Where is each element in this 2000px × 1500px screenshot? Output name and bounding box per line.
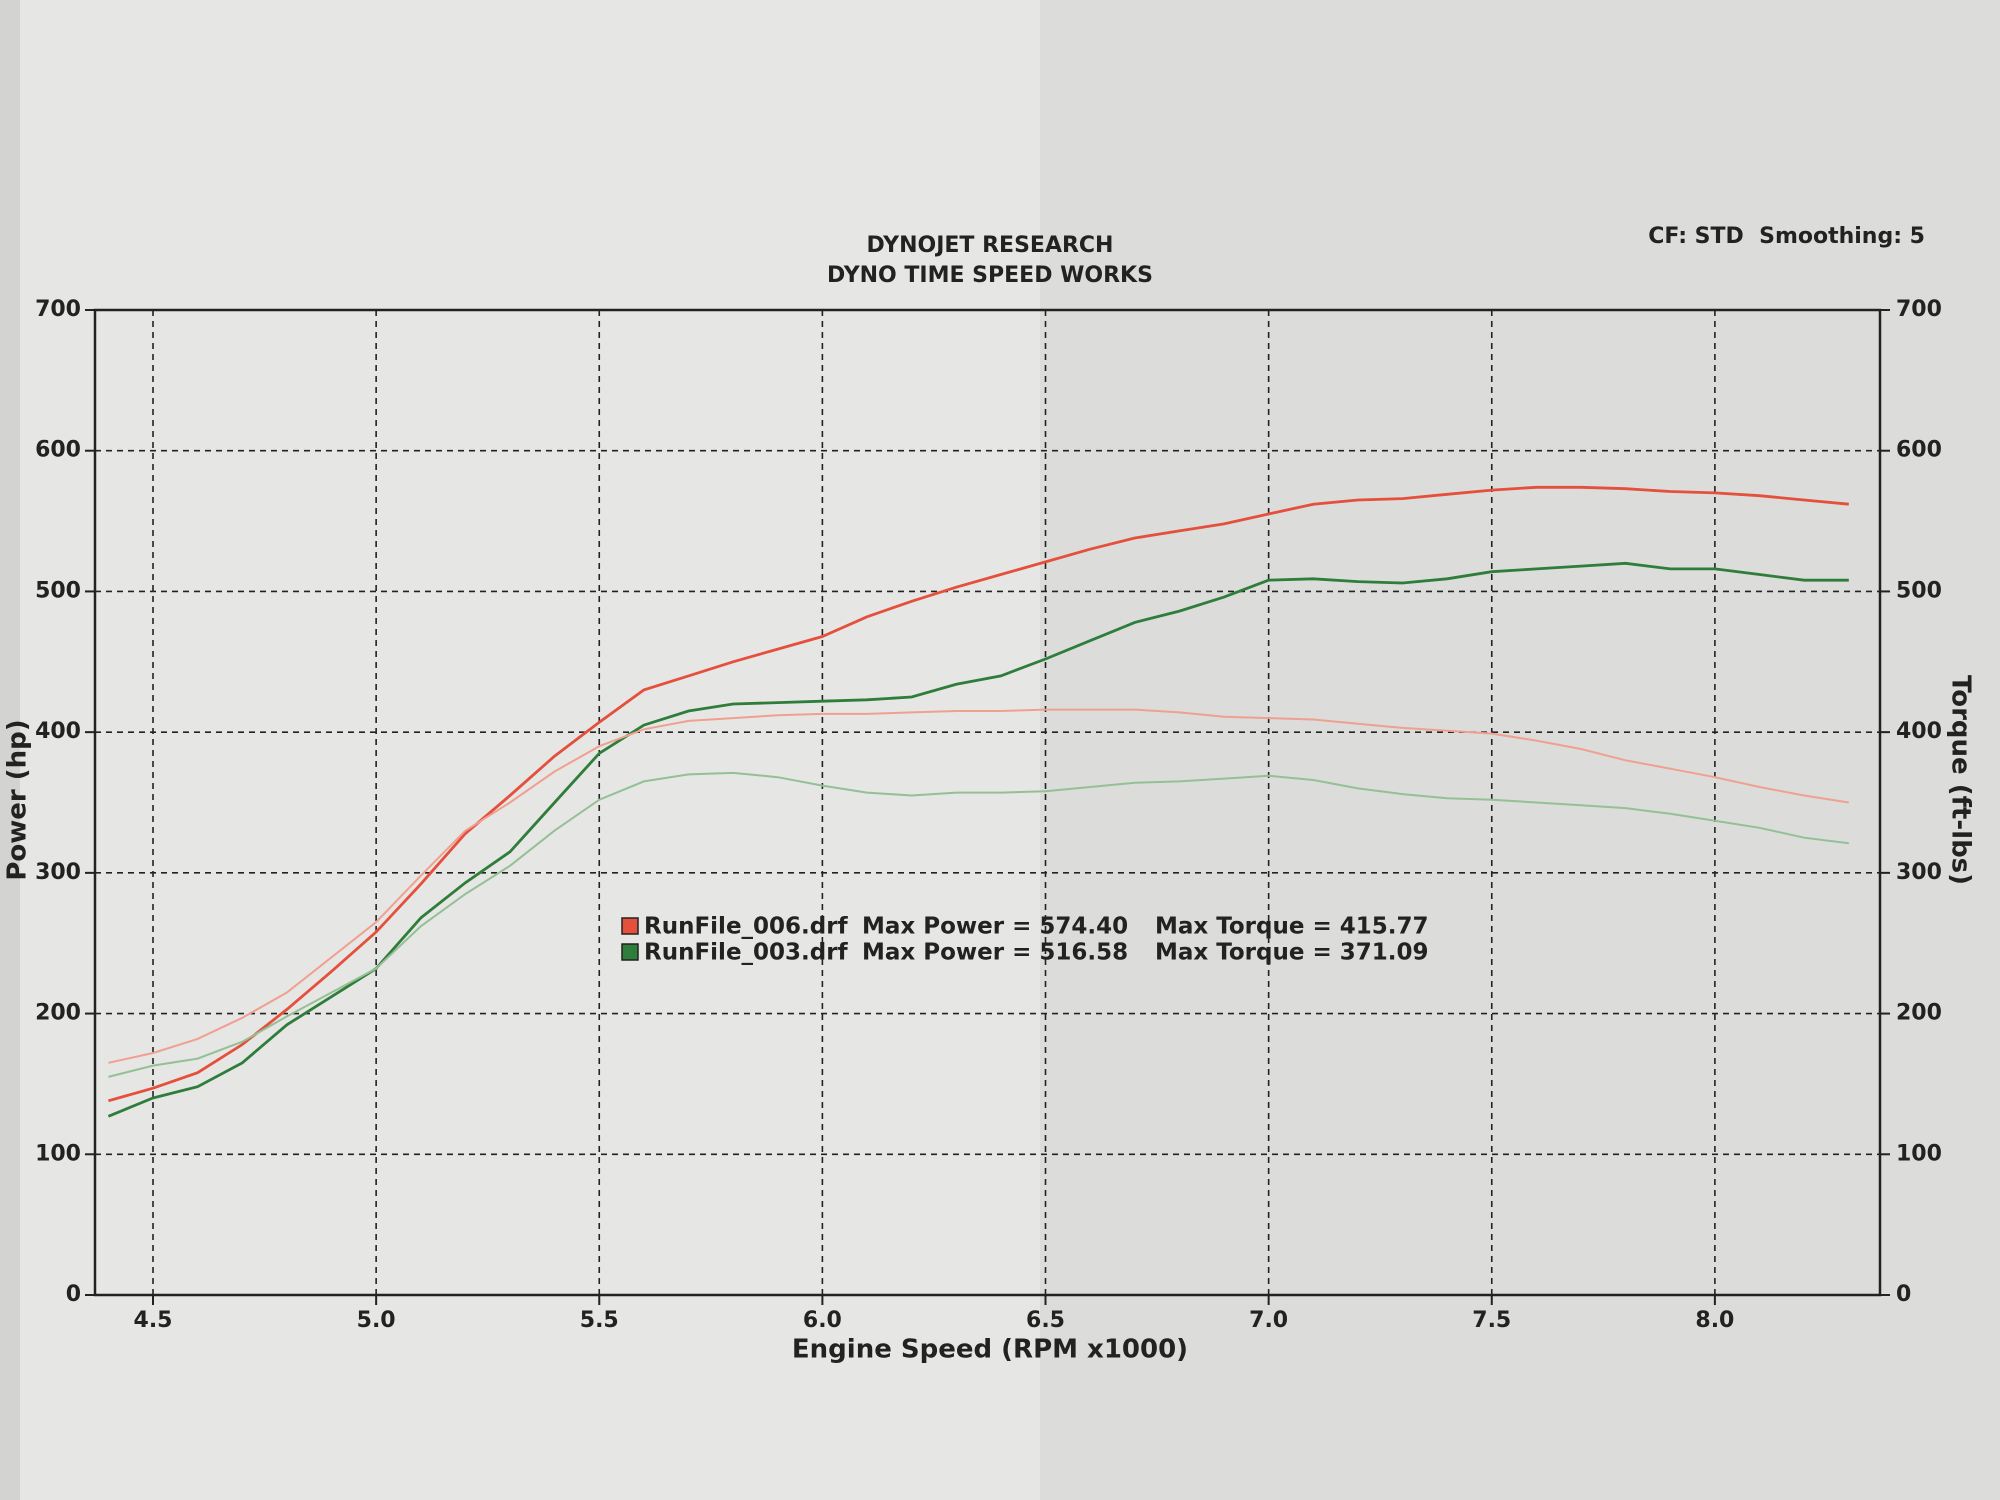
y2-tick-label: 0 (1896, 1282, 1911, 1307)
legend-swatch (621, 917, 639, 935)
x-tick-label: 7.0 (1249, 1308, 1288, 1333)
y-tick-label: 200 (35, 1001, 81, 1026)
legend-max-power: Max Power = 516.58 (862, 940, 1128, 966)
y2-tick-label: 300 (1896, 860, 1942, 885)
legend-max-power: Max Power = 574.40 (862, 914, 1128, 940)
y2-tick-label: 500 (1896, 578, 1942, 603)
series-line (108, 485, 1849, 1103)
paper-left (20, 0, 1040, 1500)
x-tick-label: 4.5 (134, 1308, 173, 1333)
y-tick-label: 700 (35, 297, 81, 322)
x-axis-title: Engine Speed (RPM x1000) (792, 1335, 1188, 1365)
y2-axis-title: Torque (ft-lbs) (1946, 675, 1976, 885)
plot-frame (93, 308, 1882, 1297)
x-tick-label: 8.0 (1695, 1308, 1734, 1333)
y-tick-label: 300 (35, 860, 81, 885)
y-tick-label: 100 (35, 1141, 81, 1166)
x-tick-label: 5.0 (357, 1308, 396, 1333)
legend-max-torque: Max Torque = 415.77 (1155, 914, 1429, 940)
y-tick-label: 500 (35, 578, 81, 603)
legend-max-torque: Max Torque = 371.09 (1155, 940, 1429, 966)
series-line (107, 561, 1849, 1118)
y-axis-title: Power (hp) (3, 719, 33, 880)
y-tick-label: 0 (66, 1282, 81, 1307)
chart-title: DYNOJET RESEARCH (867, 233, 1114, 258)
y2-tick-label: 100 (1896, 1141, 1942, 1166)
x-tick-label: 6.0 (803, 1308, 842, 1333)
y-tick-label: 600 (35, 438, 81, 463)
paper-right (1040, 0, 2000, 1500)
legend-label: RunFile_003.drf (644, 940, 849, 966)
legend-label: RunFile_006.drf (644, 914, 849, 940)
y2-tick-label: 600 (1896, 438, 1942, 463)
y2-tick-label: 200 (1896, 1001, 1942, 1026)
settings-text: CF: STD Smoothing: 5 (1648, 224, 1925, 249)
x-tick-label: 7.5 (1472, 1308, 1511, 1333)
y-tick-label: 400 (35, 719, 81, 744)
x-tick-label: 6.5 (1026, 1308, 1065, 1333)
y2-tick-label: 400 (1896, 719, 1942, 744)
series-line (108, 771, 1849, 1078)
series-line (108, 708, 1849, 1064)
y2-tick-label: 700 (1896, 297, 1942, 322)
legend-swatch (621, 943, 639, 961)
x-tick-label: 5.5 (580, 1308, 619, 1333)
chart-subtitle: DYNO TIME SPEED WORKS (827, 263, 1153, 288)
